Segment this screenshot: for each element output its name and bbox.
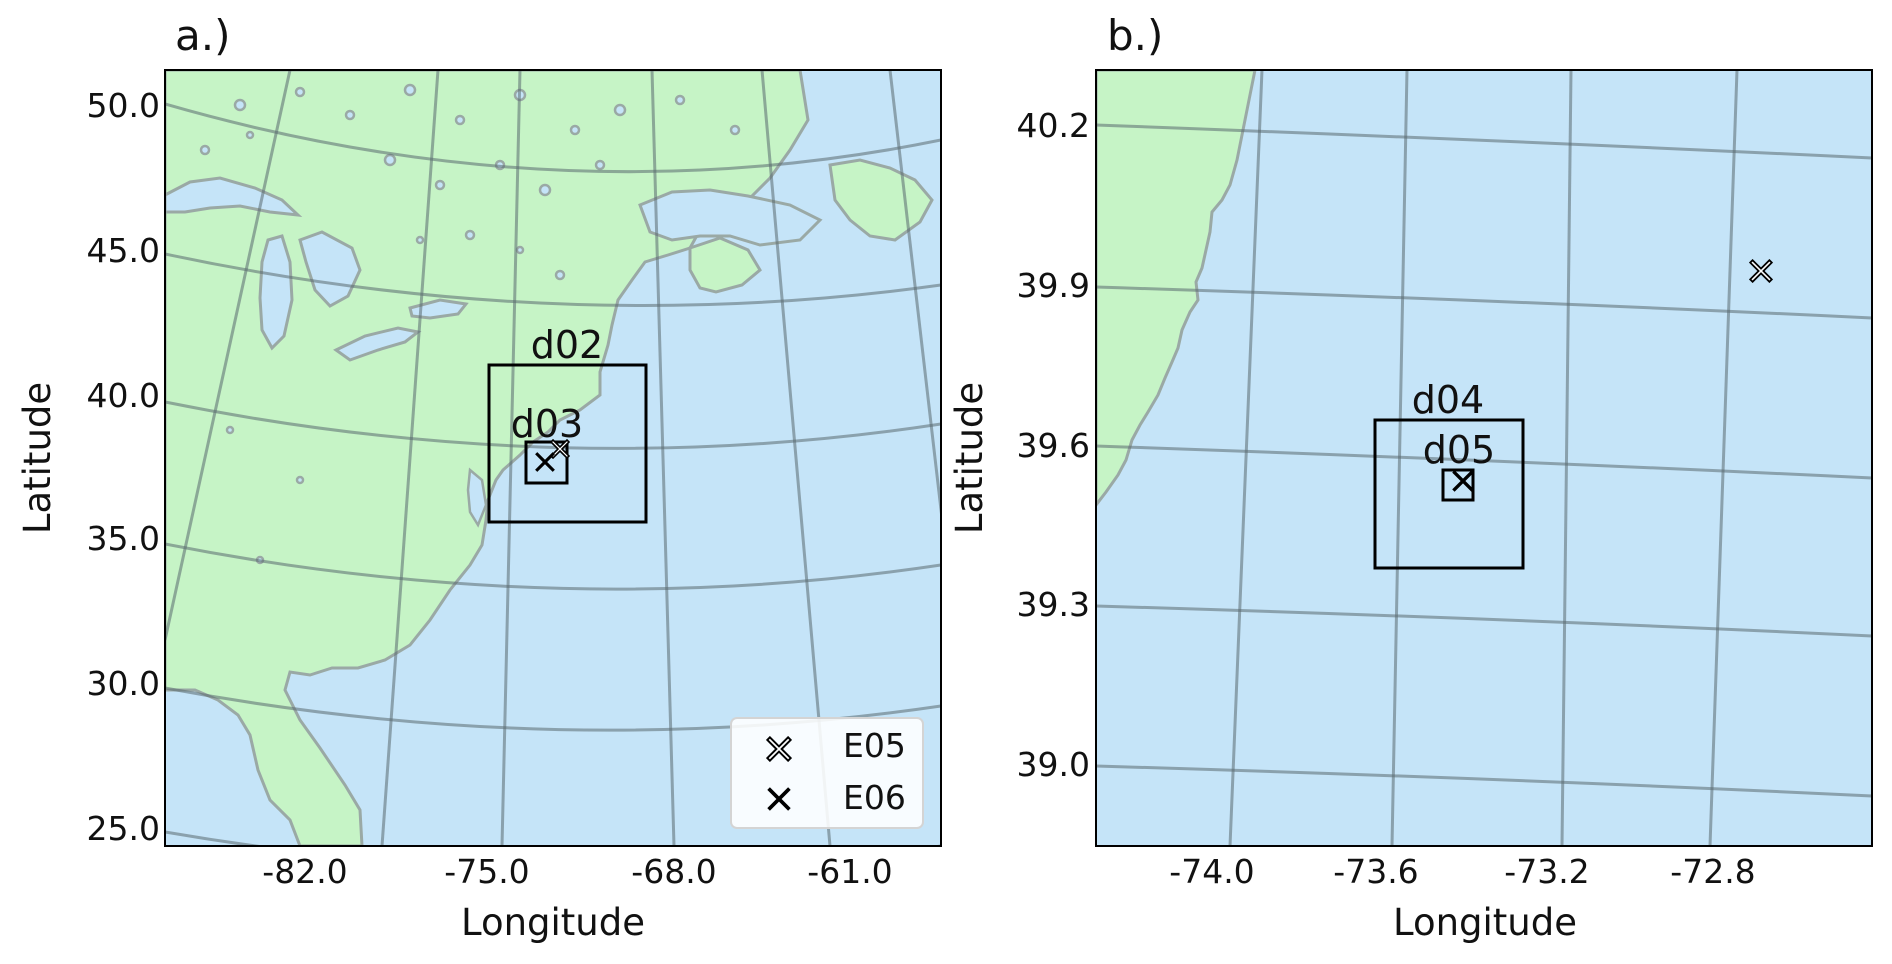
ytick-a-30: 30.0: [87, 664, 160, 703]
panel-a-xlabel: Longitude: [461, 901, 645, 944]
coastline-b: [1096, 70, 1257, 508]
domain-box-d02: [487, 363, 648, 524]
domain-label-d05: d05: [1423, 428, 1495, 472]
domain-label-d03: d03: [511, 402, 583, 446]
panel-b-xlabel: Longitude: [1393, 901, 1577, 944]
ytick-b-40-2: 40.2: [1017, 106, 1090, 145]
lake-erie: [333, 326, 422, 362]
xtick-a-75: -75.0: [444, 852, 529, 891]
ytick-b-39-0: 39.0: [1017, 745, 1090, 784]
xtick-b-74-0: -74.0: [1169, 852, 1254, 891]
xtick-b-72-8: -72.8: [1670, 852, 1755, 891]
xtick-b-73-6: -73.6: [1333, 852, 1418, 891]
ytick-a-45: 45.0: [87, 231, 160, 270]
panel-b-xticks: -74.0 -73.6 -73.2 -72.8: [1169, 852, 1755, 891]
graticule-b: [1096, 70, 1872, 846]
ytick-a-35: 35.0: [87, 519, 160, 558]
xtick-b-73-2: -73.2: [1504, 852, 1589, 891]
xtick-a-82: -82.0: [262, 852, 347, 891]
domain-label-d02: d02: [531, 323, 603, 367]
panel-a-title: a.): [175, 11, 230, 60]
domain-label-d04: d04: [1412, 378, 1484, 422]
lake-ontario: [408, 298, 469, 320]
panel-b-title: b.): [1107, 11, 1163, 60]
graticule: [165, 70, 941, 846]
ytick-a-40: 40.0: [87, 376, 160, 415]
ocean-b: [1096, 70, 1872, 846]
panel-a-frame: [164, 69, 942, 847]
panel-b-ylabel: Latitude: [948, 382, 991, 534]
panel-a: a.): [16, 11, 942, 944]
domain-box-d05: [1441, 468, 1475, 502]
panel-b-map: [1096, 70, 1872, 846]
chesapeake-bay: [466, 467, 488, 528]
legend: E05 E06: [730, 717, 924, 829]
ytick-b-39-3: 39.3: [1017, 585, 1090, 624]
small-lakes: [199, 83, 741, 565]
legend-e06-label: E06: [843, 778, 906, 817]
panel-b-frame: [1095, 69, 1873, 847]
lake-superior: [165, 176, 303, 217]
legend-e05-label: E05: [843, 726, 906, 765]
great-lakes: [165, 176, 469, 362]
domain-box-d03: [524, 440, 569, 485]
panel-b: b.) d04 d0: [948, 11, 1873, 944]
panel-a-ylabel: Latitude: [16, 382, 59, 534]
ytick-a-25: 25.0: [87, 809, 160, 848]
panel-a-yticks: 50.0 45.0 40.0 35.0 30.0 25.0: [87, 86, 160, 848]
xtick-a-68: -68.0: [631, 852, 716, 891]
panel-a-map: [165, 70, 941, 846]
domain-box-d04: [1373, 418, 1525, 570]
lake-michigan: [258, 234, 294, 351]
panel-b-yticks: 40.2 39.9 39.6 39.3 39.0: [1017, 106, 1090, 784]
ytick-b-39-6: 39.6: [1017, 426, 1090, 465]
xtick-a-61: -61.0: [807, 852, 892, 891]
maritimes: [688, 236, 762, 294]
lake-huron: [298, 230, 362, 308]
panel-a-xticks: -82.0 -75.0 -68.0 -61.0: [262, 852, 892, 891]
ytick-a-50: 50.0: [87, 86, 160, 125]
ytick-b-39-9: 39.9: [1017, 266, 1090, 305]
